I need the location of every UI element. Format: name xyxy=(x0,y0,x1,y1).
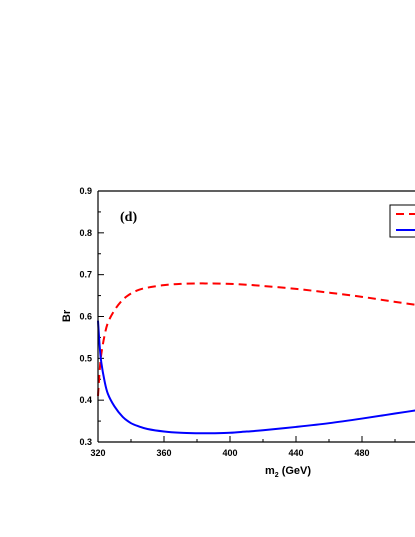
legend xyxy=(389,204,415,238)
x-tick-label: 360 xyxy=(156,448,171,458)
y-tick-label: 0.8 xyxy=(79,228,92,238)
y-tick-label: 0.9 xyxy=(79,186,92,196)
series-line-2 xyxy=(97,320,415,435)
series-group xyxy=(97,282,415,435)
x-tick-label: 400 xyxy=(222,448,237,458)
y-tick-label: 0.6 xyxy=(79,312,92,322)
y-tick-label: 0.4 xyxy=(79,395,92,405)
y-axis-title: Br xyxy=(61,309,73,322)
x-axis-title-subscript: 2 xyxy=(275,472,279,479)
y-tick-label: 0.7 xyxy=(79,270,92,280)
x-axis-title: m2 (GeV) xyxy=(265,465,311,479)
panel-label: (d) xyxy=(120,210,137,225)
legend-box xyxy=(389,204,415,238)
x-tick-label: 440 xyxy=(288,448,303,458)
x-tick-label: 320 xyxy=(90,448,105,458)
series-line-1 xyxy=(97,282,415,397)
y-tick-label: 0.5 xyxy=(79,353,92,363)
y-tick-label: 0.3 xyxy=(79,437,92,447)
x-axis-title-main: m xyxy=(265,465,275,477)
x-tick-label: 480 xyxy=(354,448,369,458)
plot-area xyxy=(98,191,415,442)
x-axis-title-unit: (GeV) xyxy=(279,465,312,477)
